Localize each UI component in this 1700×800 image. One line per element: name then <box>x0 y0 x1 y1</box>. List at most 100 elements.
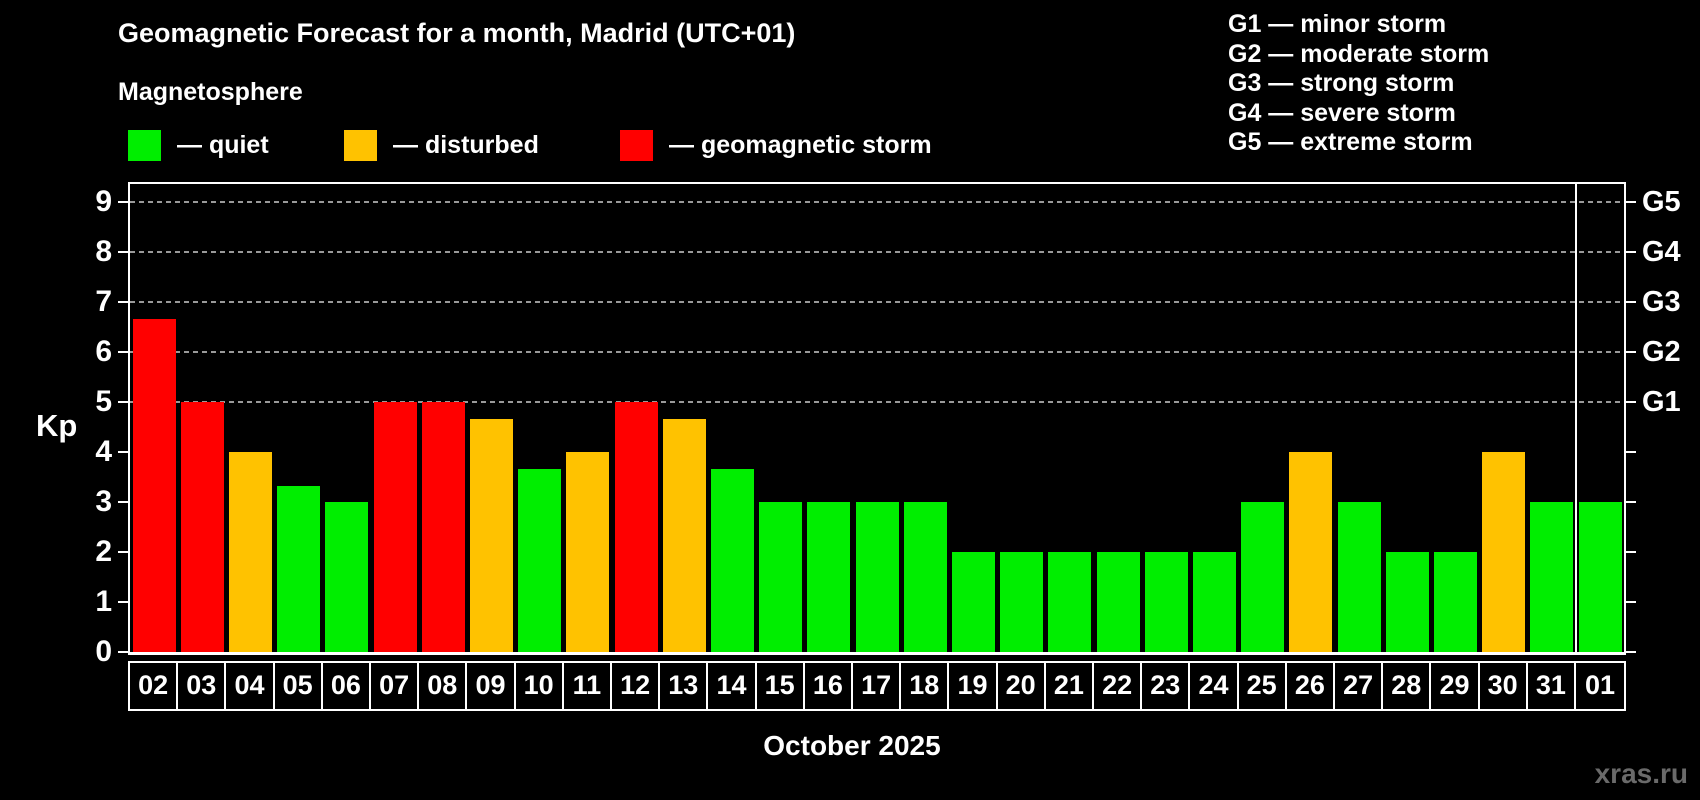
kp-bar-day-28 <box>1385 552 1429 652</box>
y-tick-left <box>118 301 128 303</box>
day-label-16: 16 <box>802 661 853 711</box>
g-legend-line: G4 — severe storm <box>1228 98 1456 127</box>
y-tick-right <box>1626 201 1636 203</box>
disturbed-color-swatch <box>344 130 377 161</box>
gridline-kp6 <box>130 351 1624 353</box>
y-tick-right <box>1626 301 1636 303</box>
y-tick-left <box>118 551 128 553</box>
day-label-06: 06 <box>320 661 371 711</box>
day-label-14: 14 <box>706 661 757 711</box>
day-label-27: 27 <box>1333 661 1384 711</box>
day-label-23: 23 <box>1140 661 1191 711</box>
day-label-03: 03 <box>176 661 227 711</box>
legend-item-disturbed: — disturbed <box>344 130 539 161</box>
watermark: xras.ru <box>1594 758 1688 789</box>
day-label-26: 26 <box>1284 661 1335 711</box>
kp-bar-day-14 <box>711 468 754 652</box>
kp-bar-day-05 <box>277 485 321 652</box>
kp-bar-day-12 <box>614 402 658 652</box>
g-legend-line: G5 — extreme storm <box>1228 128 1473 156</box>
right-axis-label-g4: G4 <box>1642 236 1681 268</box>
y-tick-left <box>118 451 128 453</box>
y-tick-right <box>1626 401 1636 403</box>
kp-bar-day-16 <box>807 502 851 652</box>
kp-bar-day-01 <box>1578 502 1622 652</box>
y-tick-right <box>1626 251 1636 253</box>
kp-bar-day-26 <box>1289 452 1333 652</box>
y-tick-left <box>118 351 128 353</box>
y-tick-left <box>118 401 128 403</box>
right-axis-label-g1: G1 <box>1642 386 1681 418</box>
day-axis: 02 03 04 05 06 07 08 09 10 11 12 13 14 15 16 17 18 19 20 21… <box>128 661 1630 711</box>
kp-bar-day-11 <box>566 452 610 652</box>
y-tick-right <box>1626 451 1636 453</box>
y-tick-label: 6 <box>95 335 112 368</box>
kp-bar-day-19 <box>952 552 995 652</box>
g-legend-line: G3 — strong storm <box>1228 69 1455 97</box>
y-tick-label: 1 <box>95 585 112 618</box>
kp-bar-day-13 <box>662 418 706 652</box>
kp-bar-day-22 <box>1096 552 1140 652</box>
y-tick-right <box>1626 351 1636 353</box>
chart-subtitle: Magnetosphere <box>118 78 303 106</box>
day-label-22: 22 <box>1092 661 1143 711</box>
day-label-25: 25 <box>1236 661 1287 711</box>
day-label-11: 11 <box>561 661 612 711</box>
y-axis-title: Kp <box>36 408 78 443</box>
kp-bar-day-17 <box>855 502 899 652</box>
y-tick-label: 5 <box>95 385 112 418</box>
legend-label: — disturbed <box>393 131 539 159</box>
day-label-12: 12 <box>610 661 661 711</box>
kp-bar-day-18 <box>903 502 947 652</box>
month-separator <box>1575 184 1577 652</box>
legend-item-quiet: — quiet <box>128 130 269 161</box>
y-tick-right <box>1626 651 1636 653</box>
day-label-15: 15 <box>754 661 805 711</box>
day-label-07: 07 <box>369 661 420 711</box>
kp-bar-day-24 <box>1193 552 1236 652</box>
kp-bar-day-09 <box>470 418 513 652</box>
quiet-color-swatch <box>128 130 161 161</box>
y-tick-left <box>118 651 128 653</box>
kp-bar-day-08 <box>421 402 465 652</box>
kp-bar-day-27 <box>1337 502 1381 652</box>
day-label-28: 28 <box>1381 661 1432 711</box>
day-label-05: 05 <box>272 661 323 711</box>
day-label-08: 08 <box>417 661 468 711</box>
day-label-30: 30 <box>1477 661 1528 711</box>
g-scale-legend: G1 — minor storm G2 — moderate storm G3 — … <box>1228 10 1489 158</box>
kp-bar-day-06 <box>325 502 369 652</box>
kp-bar-day-07 <box>373 402 417 652</box>
kp-bar-day-25 <box>1241 502 1285 652</box>
y-tick-right <box>1626 601 1636 603</box>
day-label-24: 24 <box>1188 661 1239 711</box>
kp-bar-day-29 <box>1434 552 1477 652</box>
y-tick-right <box>1626 501 1636 503</box>
y-tick-label: 2 <box>95 535 112 568</box>
y-tick-label: 9 <box>95 185 112 218</box>
y-tick-label: 0 <box>95 635 112 668</box>
day-label-20: 20 <box>995 661 1046 711</box>
day-label-02: 02 <box>128 661 179 711</box>
y-tick-label: 3 <box>95 485 112 518</box>
legend-label: — quiet <box>177 131 269 159</box>
kp-bar-day-04 <box>229 452 272 652</box>
g-legend-line: G2 — moderate storm <box>1228 39 1490 68</box>
kp-bar-day-02 <box>132 318 176 652</box>
kp-bar-day-15 <box>759 502 803 652</box>
chart-title: Geomagnetic Forecast for a month, Madrid… <box>118 18 796 48</box>
day-label-13: 13 <box>658 661 709 711</box>
kp-bar-day-30 <box>1482 452 1526 652</box>
day-label-04: 04 <box>224 661 275 711</box>
day-label-17: 17 <box>851 661 902 711</box>
y-tick-label: 7 <box>95 285 112 318</box>
day-label-18: 18 <box>899 661 950 711</box>
x-axis-title: October 2025 <box>763 730 941 761</box>
y-tick-label: 4 <box>95 435 112 468</box>
gridline-kp8 <box>130 251 1624 253</box>
y-tick-left <box>118 201 128 203</box>
day-label-31: 31 <box>1525 661 1576 711</box>
y-tick-left <box>118 601 128 603</box>
day-label-29: 29 <box>1429 661 1480 711</box>
